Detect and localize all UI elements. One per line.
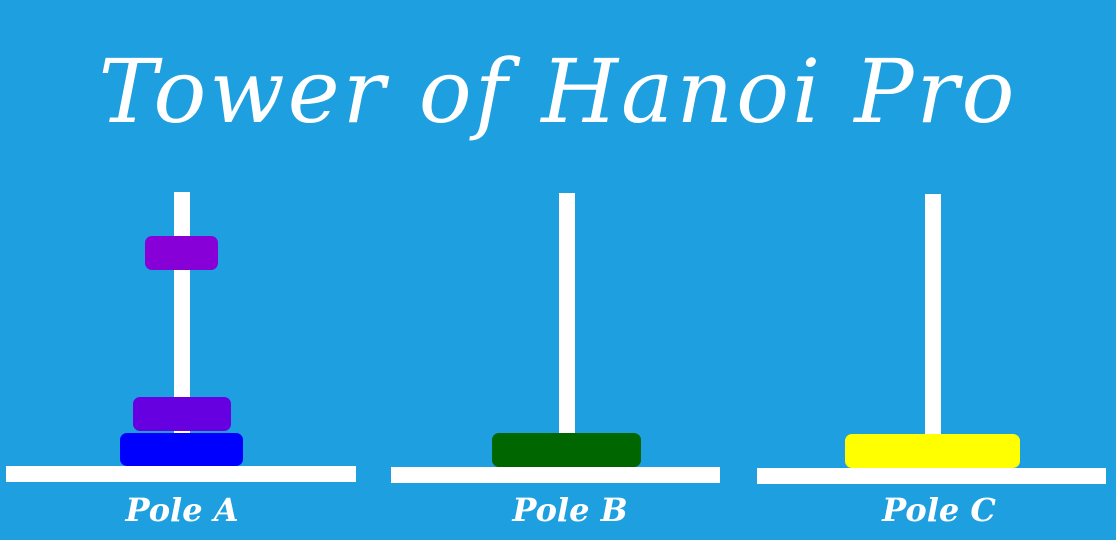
- pole-b-base[interactable]: [391, 467, 720, 483]
- pole-c-base[interactable]: [757, 468, 1106, 484]
- disk-a-1[interactable]: [120, 433, 243, 466]
- pole-a-base[interactable]: [6, 466, 356, 482]
- disk-b-1[interactable]: [492, 433, 641, 467]
- pole-c-rod[interactable]: [925, 194, 941, 470]
- game-title: Tower of Hanoi Pro: [98, 40, 1018, 143]
- disk-c-1[interactable]: [845, 434, 1020, 468]
- disk-a-3[interactable]: [145, 236, 218, 270]
- disk-a-2[interactable]: [133, 397, 231, 431]
- pole-b-label: Pole B: [512, 491, 628, 529]
- pole-c-label: Pole C: [882, 491, 996, 529]
- pole-b-rod[interactable]: [559, 193, 575, 469]
- pole-a-label: Pole A: [125, 491, 239, 529]
